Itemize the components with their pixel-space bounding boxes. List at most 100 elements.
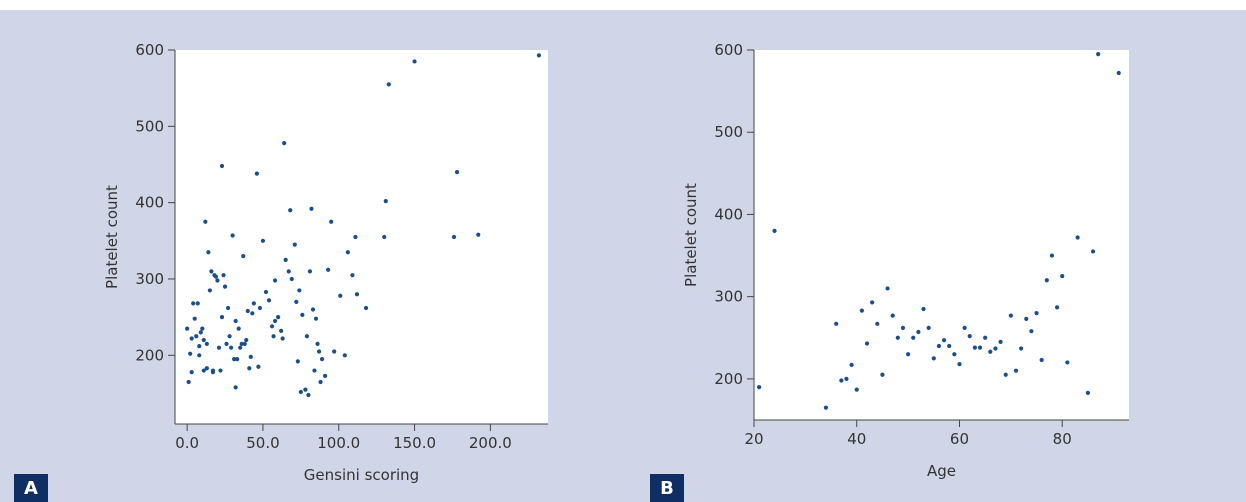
plot-area <box>754 50 1129 420</box>
data-point <box>988 349 993 354</box>
scatter-chart-a: 200 300 400 500 600 0.0 50.0 100.0 150.0 200.0 Gen… <box>103 41 548 484</box>
data-point <box>260 238 266 243</box>
data-point <box>823 405 829 410</box>
data-point <box>839 378 844 383</box>
data-point <box>931 356 936 361</box>
data-point <box>188 351 193 356</box>
data-point <box>757 385 762 390</box>
data-point <box>962 325 967 331</box>
data-point <box>229 345 234 350</box>
data-point <box>911 335 916 340</box>
data-point <box>900 325 906 331</box>
data-point <box>315 341 320 346</box>
data-point <box>185 326 190 331</box>
data-point <box>304 334 310 339</box>
data-point <box>849 362 854 368</box>
data-point <box>238 345 243 350</box>
data-point <box>194 334 199 339</box>
data-point <box>1075 235 1080 240</box>
y-axis-label: Platelet count <box>103 185 121 289</box>
data-point <box>1019 346 1024 351</box>
data-point <box>235 357 240 362</box>
data-point <box>880 372 885 377</box>
data-point <box>895 335 900 340</box>
data-point <box>906 352 911 357</box>
data-point <box>298 389 303 395</box>
data-point <box>972 345 977 350</box>
data-point <box>239 341 244 346</box>
data-point <box>1039 357 1044 363</box>
panel-label-a: A <box>14 474 48 502</box>
x-tick-label: 60 <box>950 430 969 448</box>
y-tick-label: 500 <box>135 117 164 135</box>
data-point <box>313 316 319 321</box>
data-point <box>318 379 323 385</box>
data-point <box>363 305 369 311</box>
data-point <box>283 257 288 262</box>
data-point <box>250 311 255 316</box>
data-point <box>345 250 350 255</box>
y-tick-label: 300 <box>714 288 743 306</box>
data-point <box>288 208 293 213</box>
data-point <box>297 288 302 293</box>
data-point <box>382 234 387 240</box>
data-point <box>306 392 311 398</box>
data-point <box>227 334 232 339</box>
y-tick-label: 200 <box>714 370 743 388</box>
data-point <box>350 273 355 278</box>
data-point <box>870 300 875 305</box>
data-point <box>195 301 200 306</box>
data-point <box>241 253 246 259</box>
data-point <box>251 301 256 306</box>
data-point <box>266 298 272 303</box>
data-point <box>1085 390 1091 395</box>
data-point <box>192 316 197 321</box>
x-tick-label: 20 <box>744 430 763 448</box>
x-tick-label: 150.0 <box>393 434 436 452</box>
data-point <box>454 170 460 175</box>
y-tick-label: 600 <box>714 41 743 59</box>
data-point <box>412 59 417 64</box>
data-point <box>386 82 391 87</box>
data-point <box>1096 52 1101 57</box>
data-point <box>276 315 281 320</box>
data-point <box>269 324 275 329</box>
data-point <box>225 305 231 311</box>
x-axis-label: Gensini scoring <box>304 466 419 484</box>
data-point <box>295 359 300 364</box>
data-point <box>203 219 208 224</box>
data-point <box>993 346 998 351</box>
x-tick-label: 0.0 <box>175 434 199 452</box>
data-point <box>536 53 542 58</box>
data-point <box>323 373 328 379</box>
figure-panel: 200 300 400 500 600 0.0 50.0 100.0 150.0 200.0 Gen… <box>0 10 1246 502</box>
data-point <box>941 338 947 343</box>
y-tick-label: 400 <box>135 194 164 212</box>
data-point <box>200 326 205 331</box>
y-tick-label: 200 <box>135 346 164 364</box>
data-point <box>254 171 259 176</box>
data-point <box>279 328 284 333</box>
data-point <box>967 334 972 339</box>
data-point <box>977 345 983 350</box>
data-point <box>245 308 250 314</box>
y-tick-label: 600 <box>135 41 164 59</box>
data-point <box>1090 249 1096 254</box>
data-point <box>936 343 942 349</box>
data-point <box>319 357 325 362</box>
data-point <box>213 274 219 279</box>
data-point <box>844 376 849 381</box>
panel-label-b: B <box>650 474 684 502</box>
data-point <box>885 286 890 291</box>
x-tick-label: 200.0 <box>469 434 512 452</box>
data-point <box>1049 253 1055 258</box>
data-point <box>247 366 252 371</box>
data-point <box>207 288 212 293</box>
y-tick-label: 300 <box>135 270 164 288</box>
data-point <box>233 385 238 390</box>
data-point <box>222 284 228 289</box>
data-point <box>983 335 988 340</box>
data-point <box>1044 278 1049 283</box>
data-point <box>282 141 287 146</box>
x-axis-label: Age <box>927 462 956 480</box>
